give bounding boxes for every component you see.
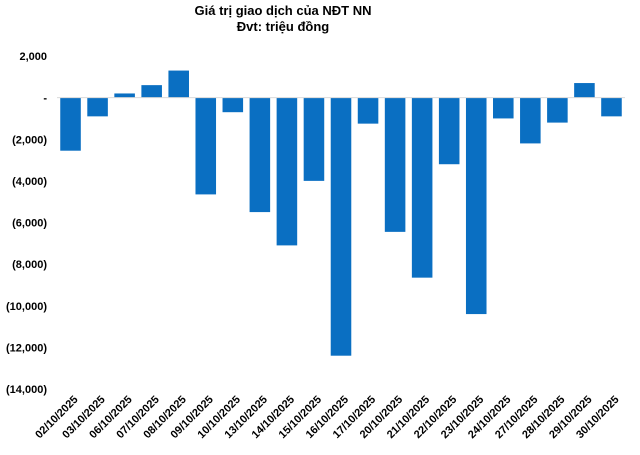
bar xyxy=(168,70,189,98)
bar-series xyxy=(60,70,622,356)
y-tick-label: (2,000) xyxy=(12,134,47,146)
bar xyxy=(465,97,487,315)
bar xyxy=(384,97,406,232)
bar xyxy=(141,85,162,98)
bar xyxy=(330,97,352,356)
bar xyxy=(276,97,298,246)
y-tick-label: - xyxy=(43,93,47,105)
bar xyxy=(303,97,325,181)
bar xyxy=(222,97,244,113)
bar xyxy=(493,97,514,119)
bar xyxy=(411,97,433,278)
bar xyxy=(249,97,271,213)
bar xyxy=(547,97,568,123)
y-tick-label: (8,000) xyxy=(12,259,47,271)
x-axis: 02/10/202503/10/202506/10/202507/10/2025… xyxy=(33,394,621,441)
bar xyxy=(87,97,108,117)
y-tick-label: (6,000) xyxy=(12,218,47,230)
bar xyxy=(601,97,622,117)
bar xyxy=(357,97,379,124)
y-tick-label: 2,000 xyxy=(19,51,47,63)
bar xyxy=(438,97,460,165)
y-tick-label: (10,000) xyxy=(6,301,47,313)
chart-subtitle: Đvt: triệu đồng xyxy=(237,19,329,34)
y-tick-label: (14,000) xyxy=(6,384,47,396)
bar xyxy=(574,83,595,98)
bar xyxy=(520,97,541,144)
chart-title: Giá trị giao dịch của NĐT NN xyxy=(195,3,372,18)
y-tick-label: (4,000) xyxy=(12,176,47,188)
bar xyxy=(60,97,81,151)
bar xyxy=(114,93,135,98)
bar xyxy=(195,97,217,195)
y-tick-label: (12,000) xyxy=(6,342,47,354)
y-axis: 2,000 - (2,000) (4,000) (6,000) (8,000) (10,00… xyxy=(6,51,47,396)
